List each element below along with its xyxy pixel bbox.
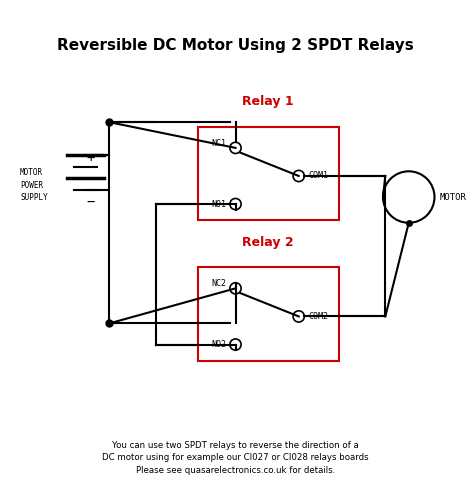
Text: Relay 2: Relay 2 [243,236,294,249]
Text: COM1: COM1 [308,171,328,181]
Circle shape [293,311,304,322]
Text: You can use two SPDT relays to reverse the direction of a
DC motor using for exa: You can use two SPDT relays to reverse t… [102,440,369,474]
Text: −: − [86,195,94,209]
Text: NO1: NO1 [211,199,226,209]
Text: Relay 1: Relay 1 [243,95,294,108]
Text: Reversible DC Motor Using 2 SPDT Relays: Reversible DC Motor Using 2 SPDT Relays [57,38,414,53]
Text: NC2: NC2 [211,279,226,288]
Circle shape [293,170,304,182]
Text: NC1: NC1 [211,139,226,148]
Text: +: + [86,151,94,165]
Bar [198,267,338,361]
Circle shape [230,283,241,294]
Circle shape [230,142,241,153]
Text: MOTOR
POWER
SUPPLY: MOTOR POWER SUPPLY [20,168,48,202]
Bar [198,127,338,220]
Text: MOTOR: MOTOR [439,193,466,201]
Circle shape [230,198,241,210]
Text: NO2: NO2 [211,340,226,349]
Text: COM2: COM2 [308,312,328,321]
Circle shape [230,339,241,350]
